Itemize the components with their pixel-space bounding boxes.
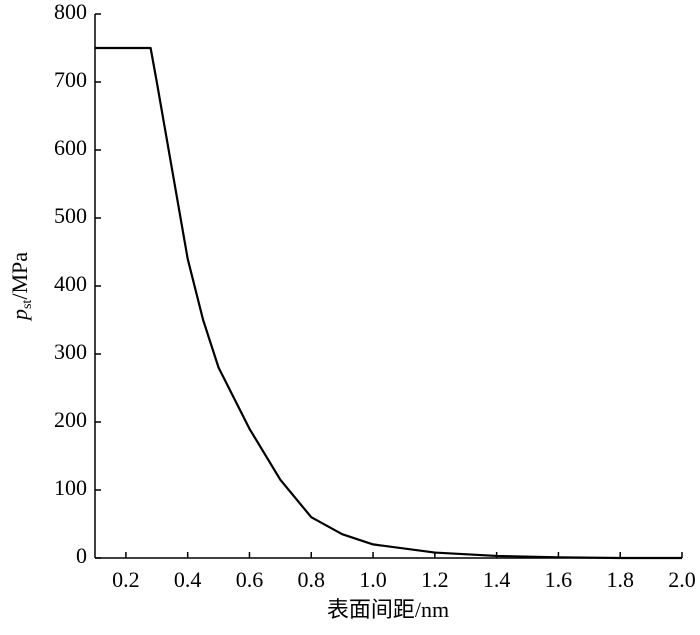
y-axis-unit: /MPa: [7, 252, 32, 300]
y-tick-label: 0: [76, 543, 87, 568]
y-axis-subscript: st: [20, 300, 35, 309]
y-axis-title: pst/MPa: [7, 252, 35, 322]
x-tick-label: 0.8: [298, 567, 326, 592]
x-tick-label: 1.2: [421, 567, 449, 592]
x-tick-label: 1.0: [359, 567, 387, 592]
x-tick-label: 1.4: [483, 567, 511, 592]
y-tick-label: 200: [54, 407, 87, 432]
data-line: [95, 46, 682, 560]
x-tick-label: 0.6: [236, 567, 264, 592]
x-tick-label: 0.4: [174, 567, 202, 592]
x-axis-title: 表面间距/nm: [327, 597, 449, 622]
y-tick-label: 700: [54, 67, 87, 92]
x-tick-label: 0.2: [112, 567, 140, 592]
y-tick-label: 500: [54, 203, 87, 228]
y-tick-label: 400: [54, 271, 87, 296]
y-tick-label: 600: [54, 135, 87, 160]
y-axis-symbol: p: [7, 309, 32, 322]
y-tick-label: 800: [54, 0, 87, 24]
x-tick-label: 2.0: [668, 567, 696, 592]
x-tick-label: 1.6: [545, 567, 573, 592]
y-tick-label: 300: [54, 339, 87, 364]
y-tick-label: 100: [54, 475, 87, 500]
x-tick-label: 1.8: [606, 567, 634, 592]
